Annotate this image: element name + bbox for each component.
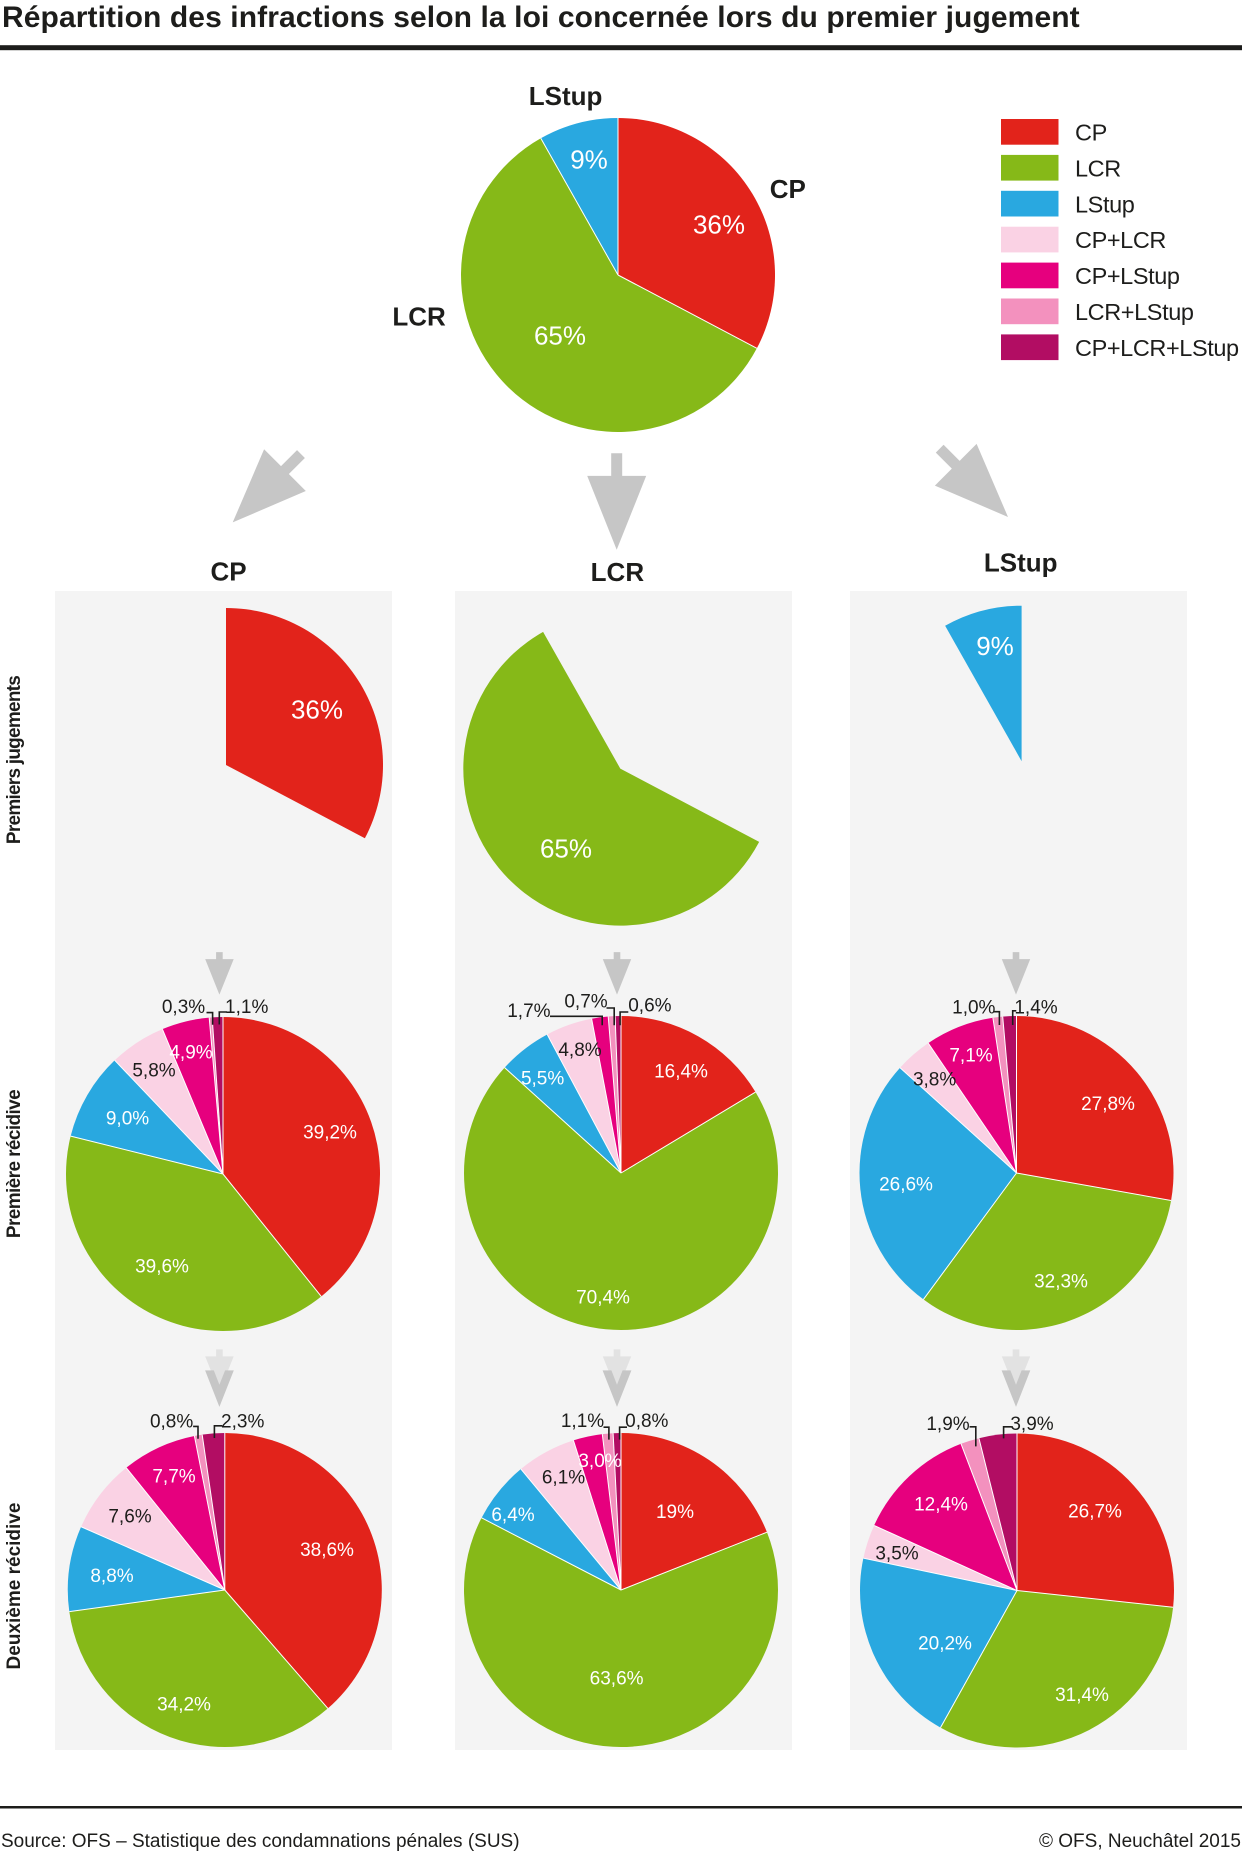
svg-text:Première récidive: Première récidive: [4, 1090, 25, 1238]
svg-text:LCR: LCR: [591, 557, 645, 587]
svg-text:31,4%: 31,4%: [1055, 1685, 1109, 1706]
svg-text:26,6%: 26,6%: [879, 1175, 933, 1196]
svg-text:LStup: LStup: [984, 548, 1058, 578]
svg-text:CP: CP: [1075, 120, 1107, 146]
svg-text:32,3%: 32,3%: [1034, 1272, 1088, 1293]
svg-text:LStup: LStup: [1075, 191, 1135, 217]
svg-text:5,8%: 5,8%: [132, 1061, 175, 1082]
svg-text:© OFS, Neuchâtel 2015: © OFS, Neuchâtel 2015: [1039, 1831, 1241, 1852]
svg-text:3,0%: 3,0%: [578, 1451, 621, 1472]
svg-text:1,0%: 1,0%: [952, 998, 995, 1019]
svg-text:5,5%: 5,5%: [521, 1069, 564, 1090]
svg-text:1,4%: 1,4%: [1014, 998, 1057, 1019]
svg-text:39,2%: 39,2%: [303, 1123, 357, 1144]
svg-text:12,4%: 12,4%: [914, 1495, 968, 1516]
svg-text:7,6%: 7,6%: [108, 1507, 151, 1528]
svg-text:26,7%: 26,7%: [1068, 1502, 1122, 1523]
svg-text:36%: 36%: [291, 695, 343, 725]
svg-text:70,4%: 70,4%: [576, 1288, 630, 1309]
svg-text:LCR: LCR: [1075, 155, 1121, 181]
svg-text:Premiers jugements: Premiers jugements: [4, 676, 25, 844]
svg-text:9%: 9%: [976, 631, 1014, 661]
svg-text:6,1%: 6,1%: [542, 1468, 585, 1489]
svg-text:39,6%: 39,6%: [135, 1257, 189, 1278]
svg-text:65%: 65%: [534, 321, 586, 351]
svg-text:LStup: LStup: [529, 81, 603, 111]
svg-text:0,3%: 0,3%: [162, 997, 205, 1018]
svg-text:1,7%: 1,7%: [507, 1001, 550, 1022]
svg-text:LCR+LStup: LCR+LStup: [1075, 299, 1194, 325]
svg-text:LCR: LCR: [392, 302, 446, 332]
svg-text:3,8%: 3,8%: [913, 1070, 956, 1091]
svg-text:9,0%: 9,0%: [106, 1109, 149, 1130]
svg-text:38,6%: 38,6%: [300, 1540, 354, 1561]
svg-text:1,9%: 1,9%: [926, 1414, 969, 1435]
svg-text:65%: 65%: [540, 834, 592, 864]
svg-text:7,7%: 7,7%: [152, 1467, 195, 1488]
svg-text:CP+LStup: CP+LStup: [1075, 263, 1180, 289]
svg-text:Deuxième récidive: Deuxième récidive: [4, 1503, 25, 1670]
svg-text:7,1%: 7,1%: [949, 1046, 992, 1067]
svg-text:2,3%: 2,3%: [221, 1412, 264, 1433]
svg-text:4,8%: 4,8%: [558, 1040, 601, 1061]
svg-text:27,8%: 27,8%: [1081, 1094, 1135, 1115]
svg-text:CP: CP: [770, 174, 806, 204]
svg-text:3,5%: 3,5%: [875, 1544, 918, 1565]
svg-text:4,9%: 4,9%: [169, 1043, 212, 1064]
svg-text:0,7%: 0,7%: [564, 992, 607, 1013]
svg-text:36%: 36%: [693, 210, 745, 240]
svg-text:Source: OFS – Statistique des: Source: OFS – Statistique des condamnati…: [1, 1831, 520, 1852]
svg-text:19%: 19%: [656, 1502, 694, 1523]
svg-text:CP+LCR: CP+LCR: [1075, 227, 1166, 253]
svg-text:8,8%: 8,8%: [90, 1566, 133, 1587]
svg-text:9%: 9%: [570, 145, 608, 175]
svg-text:16,4%: 16,4%: [654, 1062, 708, 1083]
svg-text:0,8%: 0,8%: [625, 1411, 668, 1432]
svg-text:Répartition des infractions se: Répartition des infractions selon la loi…: [2, 1, 1080, 34]
svg-text:0,6%: 0,6%: [628, 996, 671, 1017]
svg-text:20,2%: 20,2%: [918, 1634, 972, 1655]
svg-text:CP+LCR+LStup: CP+LCR+LStup: [1075, 335, 1239, 361]
svg-text:1,1%: 1,1%: [561, 1411, 604, 1432]
svg-text:CP: CP: [210, 557, 246, 587]
svg-text:6,4%: 6,4%: [491, 1505, 534, 1526]
svg-text:1,1%: 1,1%: [225, 997, 268, 1018]
svg-text:3,9%: 3,9%: [1010, 1414, 1053, 1435]
svg-text:0,8%: 0,8%: [150, 1412, 193, 1433]
svg-text:34,2%: 34,2%: [157, 1695, 211, 1716]
svg-text:63,6%: 63,6%: [590, 1669, 644, 1690]
